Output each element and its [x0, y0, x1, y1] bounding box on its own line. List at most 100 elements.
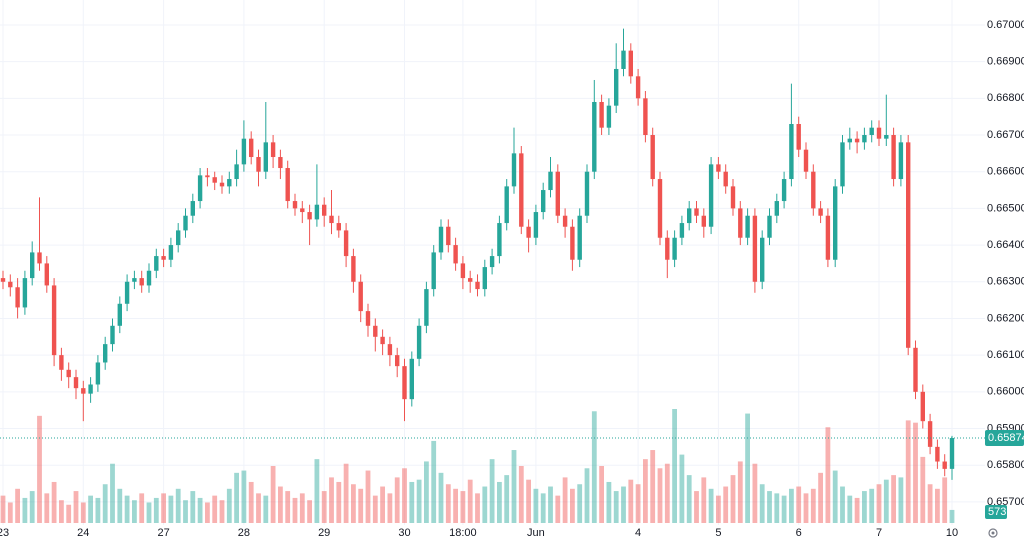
- volume-bar: [270, 466, 276, 523]
- candle-body: [592, 101, 597, 172]
- candle-body: [614, 68, 619, 106]
- volume-bar: [59, 500, 64, 523]
- candle-body: [212, 177, 217, 183]
- candle-body: [300, 208, 305, 213]
- volume-bar: [117, 488, 123, 523]
- volume-bar: [467, 479, 473, 523]
- candle-body: [884, 135, 889, 139]
- candle-body: [482, 267, 487, 290]
- volume-bar: [29, 491, 35, 523]
- candle-body: [314, 204, 320, 220]
- volume-bar: [825, 427, 831, 523]
- x-tick-label: 29: [318, 527, 330, 539]
- candle-body: [818, 208, 823, 216]
- candle-body: [548, 171, 553, 191]
- candle-body: [621, 50, 626, 69]
- candle-body: [803, 149, 809, 172]
- volume-bar: [278, 486, 283, 523]
- candle-body: [840, 142, 845, 187]
- y-tick-label: 0.65800: [987, 459, 1024, 471]
- candle-body: [672, 237, 677, 260]
- x-tick-label: Jun: [527, 527, 545, 539]
- volume-bar: [7, 502, 13, 523]
- volume-bar: [175, 488, 181, 523]
- volume-bar: [197, 497, 203, 523]
- volume-bar: [299, 493, 305, 523]
- volume-bar: [336, 481, 342, 523]
- candle-body: [723, 171, 728, 187]
- volume-bar: [438, 472, 444, 523]
- volume-bar: [153, 497, 159, 523]
- grid: [0, 0, 985, 525]
- candle-body: [833, 186, 838, 260]
- candle-body: [665, 237, 670, 260]
- volume-bar: [737, 461, 743, 523]
- candle-body: [745, 215, 750, 238]
- candle-body: [584, 171, 590, 216]
- candle-body: [431, 252, 436, 290]
- y-tick-label: 0.66400: [987, 239, 1024, 251]
- volume-bar: [533, 488, 539, 523]
- volume-bar: [716, 495, 721, 523]
- volume-bar: [832, 470, 838, 523]
- candle-body: [876, 127, 882, 139]
- candle-body: [774, 201, 779, 216]
- candle-body: [161, 256, 166, 260]
- volume-bar: [511, 450, 517, 523]
- candle-body: [241, 138, 247, 165]
- candle-body: [117, 303, 122, 326]
- candle-body: [8, 281, 13, 288]
- volume-bar: [183, 500, 188, 523]
- candle-body: [358, 281, 363, 312]
- candle-body: [168, 245, 174, 260]
- volume-bar: [730, 475, 736, 523]
- y-tick-label: 0.66300: [987, 276, 1024, 288]
- volume-bar: [591, 411, 597, 523]
- volume-bar: [358, 488, 364, 523]
- volume-bar: [102, 484, 108, 523]
- volume-bar: [285, 491, 291, 523]
- candle-body: [781, 179, 787, 202]
- candle-body: [205, 175, 210, 178]
- candle-body: [869, 127, 874, 136]
- volume-bar: [949, 509, 955, 523]
- volume-bar: [409, 481, 415, 523]
- volume-bar: [672, 409, 677, 523]
- settings-ring[interactable]: [988, 528, 998, 538]
- volume-bar: [942, 477, 948, 523]
- volume-bar: [745, 413, 750, 523]
- candle-body: [635, 76, 641, 99]
- x-tick-label: 6: [796, 527, 802, 539]
- y-tick-label: 0.66200: [987, 312, 1024, 324]
- candle-body: [329, 215, 334, 224]
- candle-body: [81, 388, 86, 394]
- candle-body: [562, 215, 568, 227]
- candle-body: [891, 135, 896, 180]
- volume-bar: [212, 495, 218, 523]
- candle-body: [22, 278, 28, 308]
- candle-body: [103, 344, 108, 363]
- candle-body: [146, 270, 152, 286]
- settings-dot[interactable]: [991, 531, 995, 535]
- volume-bar: [226, 488, 232, 523]
- volume-bar: [548, 486, 553, 523]
- candle-body: [227, 179, 232, 187]
- settings-icon[interactable]: [988, 528, 998, 538]
- candle-body: [599, 101, 604, 128]
- candle-body: [570, 226, 575, 260]
- volume-bar: [818, 472, 823, 523]
- x-tick-label: 10: [946, 527, 958, 539]
- volume-bar: [577, 484, 583, 523]
- candle-body: [927, 421, 933, 447]
- volume-bar: [657, 468, 663, 523]
- candle-body: [59, 355, 64, 370]
- volume-bar: [321, 491, 327, 523]
- x-tick-label: 28: [238, 527, 250, 539]
- volume-bar: [540, 493, 546, 523]
- volume-bar: [869, 488, 875, 523]
- volume-bar: [51, 481, 57, 523]
- volume-bar: [139, 493, 145, 523]
- volume-bar: [789, 488, 794, 523]
- candle-body: [37, 252, 42, 264]
